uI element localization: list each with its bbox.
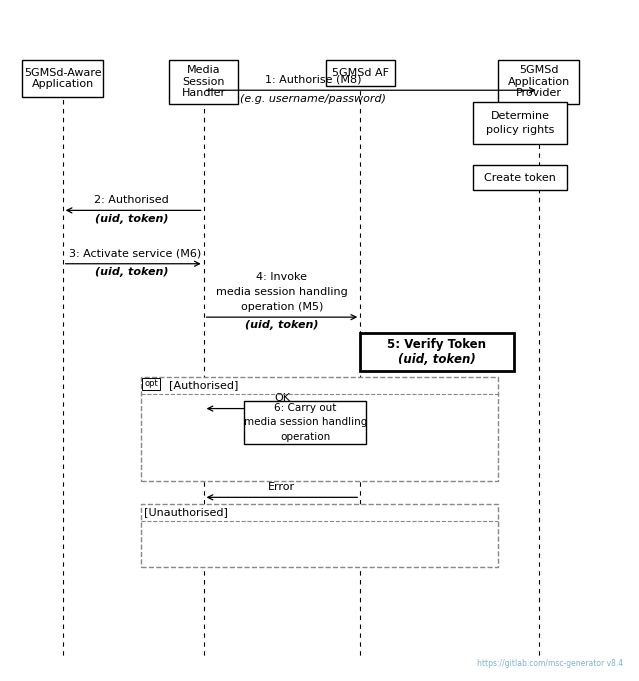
Text: (e.g. username/password): (e.g. username/password) <box>240 93 386 104</box>
Text: operation (M5): operation (M5) <box>241 302 323 312</box>
Bar <box>326 60 395 86</box>
Text: 5: Verify Token: 5: Verify Token <box>387 338 486 351</box>
Text: 4: Invoke: 4: Invoke <box>256 272 307 283</box>
Text: Determine: Determine <box>490 110 550 121</box>
Text: Media
Session
Handler: Media Session Handler <box>181 65 226 99</box>
Text: media session handling: media session handling <box>243 417 367 427</box>
Bar <box>141 377 498 481</box>
Text: https://gitlab.com/msc-generator v8.4: https://gitlab.com/msc-generator v8.4 <box>477 659 623 667</box>
Text: (uid, token): (uid, token) <box>95 267 169 277</box>
Text: Create token: Create token <box>484 173 556 183</box>
Text: 1: Authorise (M8): 1: Authorise (M8) <box>265 75 362 85</box>
Text: (uid, token): (uid, token) <box>95 214 169 223</box>
Text: 5GMSd
Application
Provider: 5GMSd Application Provider <box>507 65 570 99</box>
Text: operation: operation <box>281 432 330 442</box>
Text: media session handling: media session handling <box>216 287 348 297</box>
Text: opt: opt <box>144 379 158 388</box>
Text: [Authorised]: [Authorised] <box>169 381 238 390</box>
Text: [Unauthorised]: [Unauthorised] <box>144 507 228 518</box>
Text: 5GMSd AF: 5GMSd AF <box>332 68 389 78</box>
Bar <box>22 60 104 97</box>
Text: (uid, token): (uid, token) <box>245 321 319 330</box>
Bar <box>169 60 238 104</box>
Text: (uid, token): (uid, token) <box>398 353 476 366</box>
Bar <box>498 60 580 104</box>
Text: OK: OK <box>274 393 290 403</box>
Bar <box>473 102 567 144</box>
Text: 5GMSd-Aware
Application: 5GMSd-Aware Application <box>24 67 102 89</box>
Text: 6: Carry out: 6: Carry out <box>274 402 337 413</box>
Text: 3: Activate service (M6): 3: Activate service (M6) <box>69 249 201 258</box>
Text: Error: Error <box>268 482 295 492</box>
Bar <box>244 400 367 444</box>
Bar <box>473 165 567 191</box>
Text: policy rights: policy rights <box>486 125 554 136</box>
Bar <box>141 504 498 567</box>
Bar <box>360 333 514 370</box>
Text: 2: Authorised: 2: Authorised <box>95 195 169 205</box>
